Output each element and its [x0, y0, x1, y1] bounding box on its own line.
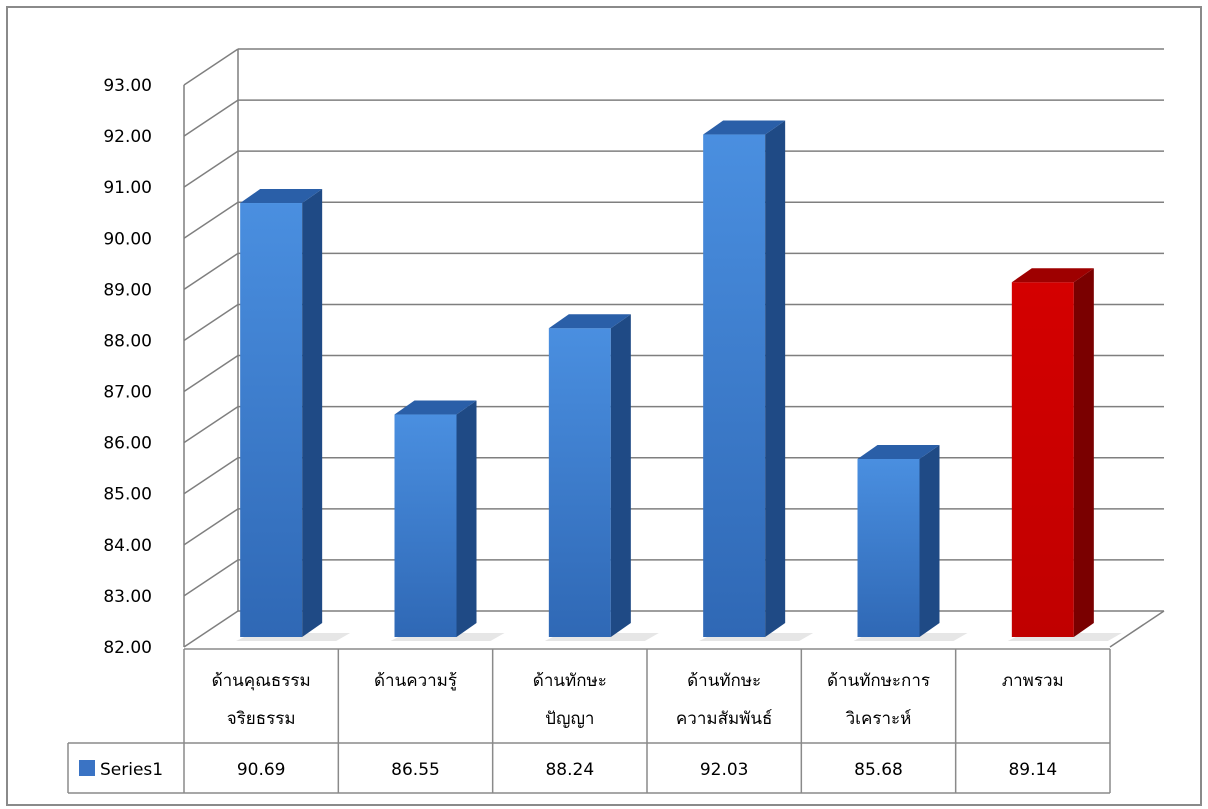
gridline-diagonal [183, 508, 239, 546]
chart-walls [183, 48, 1165, 648]
bar-top [1011, 268, 1094, 283]
gridline-diagonal [183, 150, 239, 188]
bar [857, 458, 920, 637]
data-label: 89.14 [1008, 760, 1057, 780]
data-label: 92.03 [700, 760, 749, 780]
gridline-diagonal [183, 457, 239, 495]
y-tick-label: 92.00 [103, 127, 152, 147]
legend-label: Series1 [100, 760, 163, 780]
category-label: วิเคราะห์ [845, 709, 911, 729]
y-tick-label: 82.00 [103, 638, 152, 658]
bar-top [240, 189, 323, 204]
gridline-diagonal [183, 559, 239, 597]
legend-swatch [79, 760, 95, 776]
y-tick-label: 86.00 [103, 434, 152, 454]
y-tick-label: 83.00 [103, 587, 152, 607]
category-label: จริยธรรม [227, 709, 296, 729]
y-tick-label: 88.00 [103, 331, 152, 351]
category-label: ภาพรวม [1002, 671, 1064, 691]
bar [548, 328, 611, 637]
category-label: ด้านความรู้ [374, 671, 457, 691]
y-tick-label: 85.00 [103, 485, 152, 505]
data-label: 88.24 [545, 760, 594, 780]
bar-top [394, 400, 477, 415]
category-label: ด้านทักษะ [533, 671, 607, 691]
gridline-diagonal [183, 201, 239, 239]
gridline-diagonal [183, 303, 239, 342]
category-label: ปัญญา [545, 709, 594, 729]
floor-right-edge [1109, 610, 1165, 648]
y-tick-label: 91.00 [103, 178, 152, 198]
gridline-diagonal [183, 252, 239, 290]
gridline-diagonal [183, 406, 239, 444]
bar [1011, 282, 1074, 637]
bar-side [456, 400, 477, 637]
category-label: ด้านทักษะ [687, 671, 761, 691]
gridline-diagonal [183, 610, 239, 648]
bar-side [302, 189, 323, 637]
bar [703, 134, 766, 638]
bar-side [765, 120, 786, 638]
y-tick-label: 90.00 [103, 229, 152, 249]
bar-side [1073, 268, 1094, 637]
bar [394, 414, 457, 637]
gridline-diagonal [183, 354, 239, 393]
bar-side [919, 444, 940, 637]
data-label: 86.55 [391, 760, 440, 780]
category-label: ด้านทักษะการ [827, 671, 930, 691]
gridline-diagonal [183, 99, 239, 137]
bar [240, 203, 303, 637]
y-axis: 82.00 83.00 84.00 85.00 86.00 87.00 88.00 89.00… [103, 76, 152, 658]
data-label: 85.68 [854, 760, 903, 780]
bar-side [610, 314, 631, 637]
bars [236, 120, 1122, 641]
y-tick-label: 84.00 [103, 536, 152, 556]
y-tick-label: 87.00 [103, 383, 152, 403]
category-label: ด้านคุณธรรม [212, 671, 311, 691]
bar-top [548, 314, 631, 329]
data-label: 90.69 [237, 760, 286, 780]
y-tick-label: 93.00 [103, 76, 152, 96]
y-tick-label: 89.00 [103, 280, 152, 300]
bar-top [703, 120, 786, 135]
category-label: ความสัมพันธ์ [676, 709, 772, 729]
gridline-diagonal [183, 48, 239, 86]
bar-top [857, 444, 940, 459]
